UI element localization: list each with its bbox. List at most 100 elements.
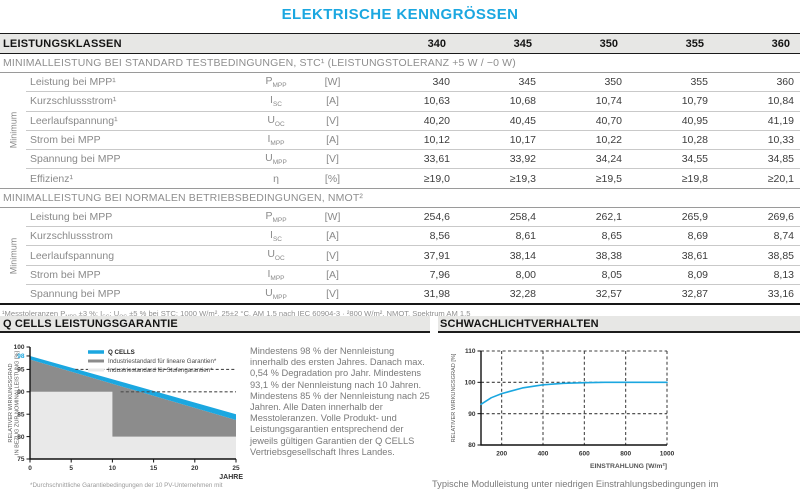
value-cell: 10,33 xyxy=(767,134,794,147)
table-section-body: Minimum Leistung bei MPP PMPP [W] 254,6 258,4… xyxy=(0,208,800,303)
row-unit: [W] xyxy=(324,210,341,223)
row-symbol: UMPP xyxy=(265,152,287,167)
minimum-side-label-text: Minimum xyxy=(8,237,19,274)
value-cell: ≥19,8 xyxy=(681,172,708,185)
table-row: Leistung bei MPP¹ PMPP [W] 340 345 350 355 360 xyxy=(26,73,800,93)
value-cell: 37,91 xyxy=(423,249,450,262)
lowlight-chart: 80 90 100 110 200 400 600 800 1000 EINSTRAHLUNG [… xyxy=(451,348,675,470)
row-symbol: IMPP xyxy=(267,132,285,148)
lowlight-section-title: SCHWACHLICHTVERHALTEN xyxy=(440,317,599,330)
minimum-side-label: Minimum xyxy=(0,73,26,188)
row-label: Spannung bei MPP xyxy=(30,153,121,166)
value-cell: 340 xyxy=(432,76,450,89)
row-values: 254,6 258,4 262,1 265,9 269,6 xyxy=(364,211,800,223)
x-tick-label: 0 xyxy=(28,465,32,472)
y-axis-label: RELATIVER WIRKUNGSGRAD [%] xyxy=(451,353,457,442)
x-tick-label: 200 xyxy=(496,451,507,458)
value-cell: 345 xyxy=(518,76,536,89)
table-sections: MINIMALLEISTUNG BEI STANDARD TESTBEDINGU… xyxy=(0,54,800,306)
x-tick-label: 400 xyxy=(538,451,549,458)
y-tick-label: 110 xyxy=(465,348,476,355)
y-axis-label: RELATIVER WIRKUNGSGRAD xyxy=(8,363,14,442)
power-class-value: 340 xyxy=(427,37,446,50)
minimum-side-label: Minimum xyxy=(0,208,26,303)
value-cell: 8,00 xyxy=(515,268,536,281)
row-symbol: UMPP xyxy=(265,287,287,302)
row-symbol-subscript: OC xyxy=(274,120,285,128)
y-tick-label: 90 xyxy=(17,389,25,396)
value-cell: 10,74 xyxy=(595,95,622,108)
value-cell: 8,74 xyxy=(773,230,794,243)
power-classes-label: LEISTUNGSKLASSEN xyxy=(3,37,122,50)
y-tick-label: 95 xyxy=(17,367,25,374)
warranty-section-title: Q CELLS LEISTUNGSGARANTIE xyxy=(3,317,178,330)
y-tick-label: 90 xyxy=(468,411,476,418)
value-cell: 40,45 xyxy=(509,114,536,127)
value-cell: 34,85 xyxy=(767,153,794,166)
value-cell: 8,13 xyxy=(773,268,794,281)
power-class-value: 360 xyxy=(771,37,790,50)
row-unit: [A] xyxy=(326,134,339,147)
value-cell: 38,85 xyxy=(767,249,794,262)
value-cell: 258,4 xyxy=(509,210,536,223)
x-tick-label: 10 xyxy=(109,465,117,472)
value-cell: 10,28 xyxy=(681,134,708,147)
row-label: Leerlaufspannung¹ xyxy=(30,114,118,127)
value-cell: 33,16 xyxy=(767,288,794,301)
row-symbol: IMPP xyxy=(267,267,285,282)
value-cell: 10,17 xyxy=(509,134,536,147)
value-cell: ≥20,1 xyxy=(767,172,794,185)
table-row: Spannung bei MPP UMPP [V] 31,98 32,28 32,57 32… xyxy=(26,285,800,303)
row-values: 10,63 10,68 10,74 10,79 10,84 xyxy=(364,95,800,107)
performance-curve xyxy=(480,381,668,406)
row-unit: [V] xyxy=(326,288,339,301)
minimum-side-label-text: Minimum xyxy=(8,112,19,149)
row-unit: [A] xyxy=(326,230,339,243)
value-cell: 8,09 xyxy=(687,268,708,281)
lowlight-section-header: SCHWACHLICHTVERHALTEN xyxy=(438,316,800,333)
legend-label: Industriestandard für Stufengarantien* xyxy=(108,367,213,374)
y-axis-label: IN BEZUG ZUR NOMINALLEISTUNG [%] xyxy=(15,350,21,455)
warranty-section-header: Q CELLS LEISTUNGSGARANTIE xyxy=(0,316,430,333)
value-cell: 8,65 xyxy=(601,230,622,243)
row-unit: [V] xyxy=(326,249,339,262)
row-values: ≥19,0 ≥19,3 ≥19,5 ≥19,8 ≥20,1 xyxy=(364,173,800,185)
value-cell: 8,05 xyxy=(601,268,622,281)
warranty-chart: 100 98 95 90 85 80 750 5 10 15 20 25 JAHRE RELATIVER … xyxy=(8,344,243,481)
row-values: 40,20 40,45 40,70 40,95 41,19 xyxy=(364,115,800,127)
row-label: Leistung bei MPP¹ xyxy=(30,76,116,89)
x-tick-label: 15 xyxy=(150,465,158,472)
value-cell: 10,68 xyxy=(509,95,536,108)
value-cell: 10,79 xyxy=(681,95,708,108)
value-cell: 10,12 xyxy=(423,134,450,147)
value-cell: 32,57 xyxy=(595,288,622,301)
value-cell: 262,1 xyxy=(595,210,622,223)
value-cell: 10,63 xyxy=(423,95,450,108)
value-cell: 32,87 xyxy=(681,288,708,301)
power-class-value: 355 xyxy=(685,37,704,50)
value-cell: 265,9 xyxy=(681,210,708,223)
power-classes-values: 340 345 350 355 360 xyxy=(360,38,800,50)
x-tick-label: 1000 xyxy=(660,451,675,458)
value-cell: 40,95 xyxy=(681,114,708,127)
y-tick-label: 75 xyxy=(17,456,25,463)
row-symbol-subscript: MPP xyxy=(272,294,287,302)
row-unit: [W] xyxy=(324,76,341,89)
value-cell: 8,56 xyxy=(429,230,450,243)
y-tick-label: 85 xyxy=(17,411,25,418)
row-label: Kurzschlussstrom¹ xyxy=(30,95,117,108)
row-symbol: UOC xyxy=(267,113,285,128)
row-values: 31,98 32,28 32,57 32,87 33,16 xyxy=(364,288,800,300)
value-cell: 360 xyxy=(776,76,794,89)
row-values: 10,12 10,17 10,22 10,28 10,33 xyxy=(364,134,800,146)
value-cell: 7,96 xyxy=(429,268,450,281)
row-label: Strom bei MPP xyxy=(30,134,101,147)
row-label: Leerlaufspannung xyxy=(30,249,115,262)
power-classes-row: LEISTUNGSKLASSEN 340 345 350 355 360 xyxy=(0,33,800,54)
table-section: MINIMALLEISTUNG BEI NORMALEN BETRIEBSBED… xyxy=(0,187,800,303)
x-tick-label: 20 xyxy=(191,465,199,472)
table-row: Leerlaufspannung¹ UOC [V] 40,20 40,45 40,70 40… xyxy=(26,112,800,131)
value-cell: 350 xyxy=(604,76,622,89)
row-values: 8,56 8,61 8,65 8,69 8,74 xyxy=(364,230,800,242)
